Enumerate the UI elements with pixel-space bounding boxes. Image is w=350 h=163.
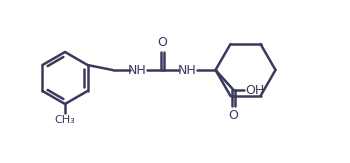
Text: NH: NH	[178, 64, 197, 76]
Text: O: O	[229, 109, 238, 122]
Text: O: O	[158, 36, 167, 49]
Text: CH₃: CH₃	[55, 115, 75, 125]
Text: OH: OH	[245, 83, 265, 96]
Text: NH: NH	[128, 64, 147, 76]
